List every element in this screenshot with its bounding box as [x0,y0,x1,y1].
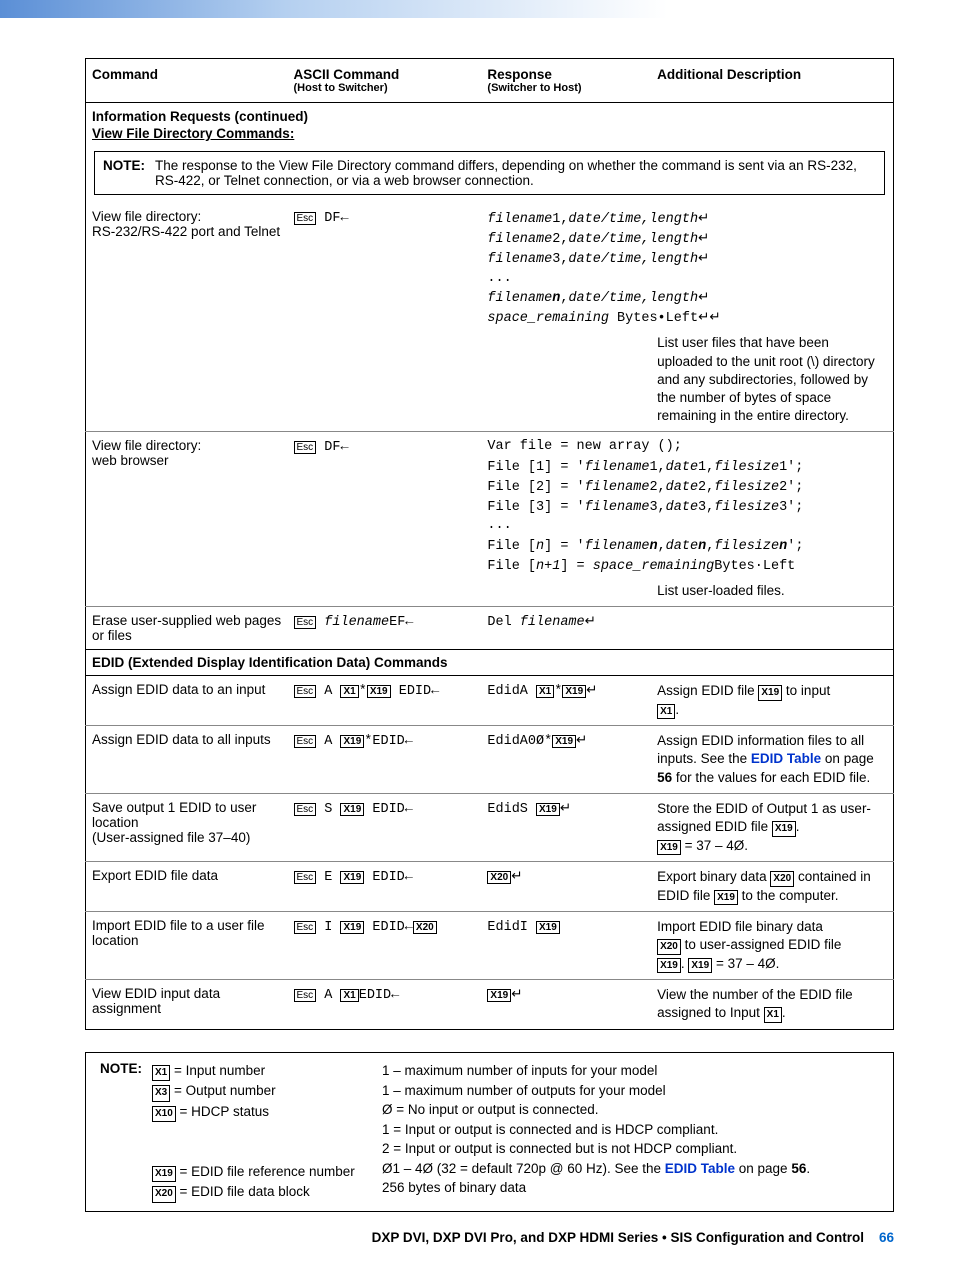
legend-note: NOTE: X1 = Input number X3 = Output numb… [85,1052,894,1212]
table-row: View file directory: RS-232/RS-422 port … [86,203,894,334]
table-row: List user files that have been uploaded … [86,334,894,432]
note-box: NOTE: The response to the View File Dire… [94,151,885,195]
table-row: Assign EDID data to an input Esc A X1*X1… [86,676,894,726]
table-row: Import EDID file to a user file location… [86,912,894,980]
table-row: Assign EDID data to all inputs Esc A X19… [86,726,894,794]
table-row: View file directory: web browser Esc DF←… [86,432,894,582]
section-view-file: View File Directory Commands: [86,126,894,147]
table-row: Save output 1 EDID to user location(User… [86,793,894,861]
section-info-requests: Information Requests (continued) [86,103,894,127]
table-row: List user-loaded files. [86,582,894,607]
table-row: View EDID input data assignment Esc A X1… [86,980,894,1030]
command-table: Command ASCII Command(Host to Switcher) … [85,58,894,1030]
table-row: Export EDID file data Esc E X19 EDID← X2… [86,862,894,912]
section-edid: EDID (Extended Display Identification Da… [86,650,894,676]
col-desc: Additional Description [651,59,893,103]
col-response: Response(Switcher to Host) [481,59,651,103]
table-row: Erase user-supplied web pages or files E… [86,607,894,650]
col-command: Command [86,59,288,103]
col-ascii: ASCII Command(Host to Switcher) [288,59,482,103]
page-footer: DXP DVI, DXP DVI Pro, and DXP HDMI Serie… [85,1212,894,1245]
